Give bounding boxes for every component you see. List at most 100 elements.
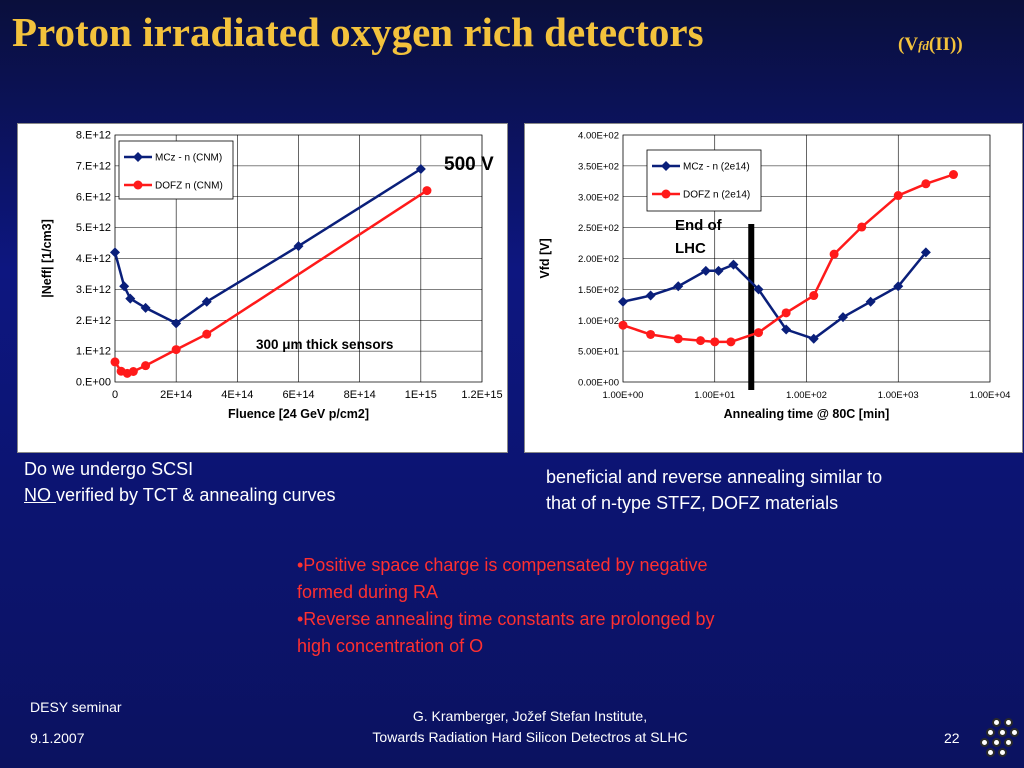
y-tick-label: 5.00E+01 [578,347,619,358]
data-point [857,222,867,232]
legend-label: MCz - n (2e14) [683,162,750,173]
x-tick-label: 1.00E+04 [970,390,1011,401]
legend-swatch-marker [661,189,671,199]
answer-rest: verified by TCT & annealing curves [56,485,336,505]
legend-swatch-marker [661,161,671,171]
y-tick-label: 2.00E+02 [578,254,619,265]
data-point [119,281,130,292]
data-point [726,337,736,347]
x-tick-label: 1E+15 [405,389,437,401]
data-point [781,324,792,335]
title-suffix-close: (II)) [928,34,963,55]
legend-label: MCz - n (CNM) [155,153,222,164]
end-of-lhc-marker [748,224,755,390]
end-of-lhc-label-line-2: LHC [675,240,706,257]
question-line: Do we undergo SCSI [24,459,194,479]
data-point [809,291,819,301]
annealing-comment-line-2: that of n-type STFZ, DOFZ materials [546,493,839,513]
data-point [865,296,876,307]
question-text: Do we undergo SCSI NO verified by TCT & … [24,456,336,508]
end-of-lhc-label-line-1: End of [675,217,723,234]
annealing-chart: 0.00E+00 5.00E+01 1.00E+02 1.50E+02 2.00E+02… [538,131,1011,422]
data-point [415,163,426,174]
data-point [645,290,656,301]
data-point [829,249,839,259]
legend-swatch-marker [133,152,143,162]
footer-talk-title: Towards Radiation Hard Silicon Detectros… [372,729,688,745]
title-suffix-sub: fd [918,38,929,53]
data-point [713,265,724,276]
data-point [171,318,182,329]
data-point [141,361,151,371]
footer-date: 9.1.2007 [30,730,85,746]
data-point [673,281,684,292]
data-point [838,312,849,323]
page-number: 22 [944,730,960,746]
answer-line: NO verified by TCT & annealing curves [24,482,336,508]
data-point [710,337,720,347]
y-tick-label: 5.E+12 [76,222,111,234]
data-point [673,334,683,344]
data-point [728,259,739,270]
legend-label: DOFZ n (2e14) [683,190,750,201]
data-point [700,265,711,276]
slide-title: Proton irradiated oxygen rich detectors [12,9,704,55]
y-tick-label: 2.E+12 [76,315,111,327]
legend-label: DOFZ n (CNM) [155,181,223,192]
y-tick-label: 3.00E+02 [578,192,619,203]
x-tick-label: 1.00E+00 [603,390,644,401]
legend-box [646,149,762,212]
data-point [920,247,931,258]
voltage-annotation: 500 V [444,154,494,175]
x-tick-label: 2E+14 [160,389,192,401]
chart-panel-annealing: 0.00E+00 5.00E+01 1.00E+02 1.50E+02 2.00E+02… [524,123,1023,453]
x-tick-label: 1.2E+15 [461,389,502,401]
x-tick-label: 6E+14 [282,389,314,401]
y-tick-label: 0.00E+00 [578,378,619,389]
y-axis-title: Vfd [V] [538,238,552,278]
data-point [110,357,120,367]
data-point [754,328,764,338]
data-point [618,296,628,307]
y-tick-label: 3.50E+02 [578,161,619,172]
bullet-1-line-a: •Positive space charge is compensated by… [297,555,708,575]
y-tick-label: 4.00E+02 [578,131,619,142]
data-point [696,336,706,346]
chart-panel-fluence: 0.E+00 1.E+12 2.E+12 3.E+12 4.E+12 5.E+12 6.E+… [17,123,508,453]
x-axis-title: Fluence [24 GeV p/cm2] [228,407,369,421]
y-tick-label: 1.E+12 [76,346,111,358]
x-tick-label: 4E+14 [221,389,253,401]
data-point [128,367,138,377]
x-tick-label: 1.00E+02 [786,390,827,401]
x-tick-label: 0 [112,389,118,401]
annealing-comment: beneficial and reverse annealing similar… [546,464,882,516]
title-suffix-open: (V [898,34,919,55]
sensor-thickness-annotation: 300 μm thick sensors [256,337,393,352]
data-point [110,247,120,258]
y-tick-label: 1.50E+02 [578,285,619,296]
data-point [202,329,212,339]
data-point [171,345,181,355]
footer-author: G. Kramberger, Jožef Stefan Institute, [412,708,648,724]
data-point [781,308,791,318]
annealing-comment-line-1: beneficial and reverse annealing similar… [546,467,883,487]
bullet-2-line-b: high concentration of O [297,636,484,656]
slide-title-suffix: (Vfd(II)) [898,34,963,56]
footer-seminar: DESY seminar [30,699,122,715]
x-tick-label: 1.00E+03 [878,390,919,401]
legend-swatch-marker [133,180,143,190]
y-axis-title: |Neff| [1/cm3] [40,219,54,298]
data-point [646,329,656,339]
data-point [125,293,136,304]
y-tick-label: 1.00E+02 [578,316,619,327]
data-point [618,320,628,330]
data-point [201,296,212,307]
data-point [422,186,432,196]
data-point [893,281,904,292]
data-point [753,284,764,295]
y-tick-label: 0.E+00 [76,377,111,389]
data-point [293,241,304,252]
bullet-2-line-a: •Reverse annealing time constants are pr… [297,609,715,629]
y-tick-label: 2.50E+02 [578,223,619,234]
institute-logo [978,716,1019,760]
